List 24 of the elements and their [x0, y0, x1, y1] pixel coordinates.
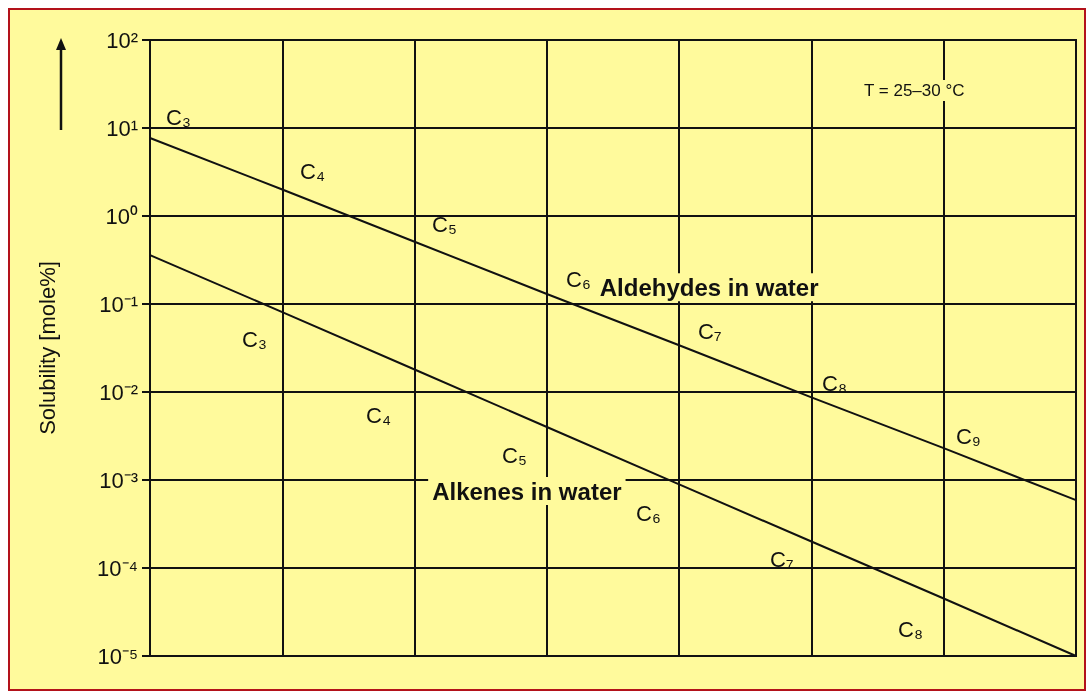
annotation: C₅ — [502, 442, 527, 468]
annotation: C₄ — [366, 402, 391, 428]
y-axis-title: Solubility [mole%] — [34, 261, 60, 435]
annotation: C₇ — [698, 318, 722, 344]
annotation: C₃ — [242, 326, 267, 352]
annotation: C₇ — [770, 546, 794, 572]
y-tick-label: 10⁻¹ — [99, 291, 138, 317]
y-tick-label: 10² — [106, 27, 138, 53]
y-tick-label: 10⁰ — [105, 203, 138, 229]
annotation: C₅ — [432, 211, 457, 237]
annotation: C₆ — [566, 266, 591, 292]
y-tick-label: 10⁻² — [99, 379, 138, 405]
series-label: Alkenes in water — [432, 477, 622, 505]
y-tick-label: 10⁻³ — [99, 467, 138, 493]
annotation: T = 25–30 °C — [864, 81, 965, 100]
series-label: Aldehydes in water — [599, 273, 819, 301]
annotation: C₃ — [166, 104, 191, 130]
y-tick-label: 10⁻⁴ — [97, 555, 138, 581]
annotation: C₈ — [898, 616, 924, 642]
y-tick-label: 10⁻⁵ — [97, 643, 138, 669]
y-tick-label: 10¹ — [106, 115, 138, 141]
annotation: C₉ — [956, 423, 981, 449]
annotation: C₆ — [636, 500, 661, 526]
annotation: C₄ — [300, 158, 325, 184]
